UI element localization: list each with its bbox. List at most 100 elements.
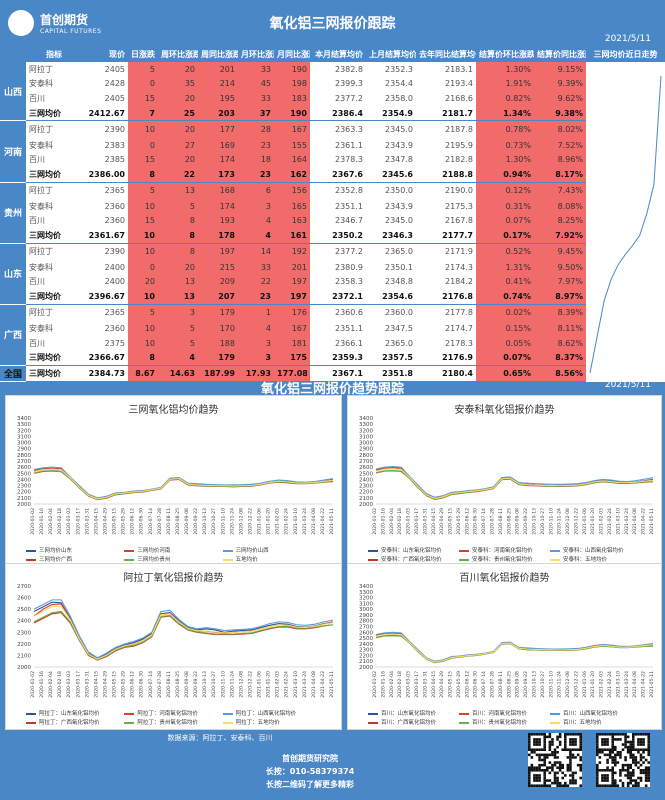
table-cell: 10 [128, 321, 158, 336]
table-cell: 2187.8 [445, 125, 473, 135]
region-label: 山西 [0, 62, 26, 122]
table-cell: 2365.0 [385, 338, 413, 348]
table-cell: 197 [274, 274, 310, 290]
column-header: 三网均价近日走势 [586, 46, 665, 62]
table-cell: 7.97% [534, 274, 586, 290]
y-tick-label: 3300 [359, 422, 373, 428]
y-tick-label: 2800 [359, 619, 373, 625]
legend-item: 安泰科：贵州氧化铝均价 [459, 555, 533, 563]
table-cell: 168 [198, 182, 238, 199]
legend-item: 阿拉丁：山西氧化铝均价 [222, 709, 296, 717]
table-cell: 2358.0 [385, 93, 413, 103]
y-tick-label: 2500 [359, 636, 373, 642]
series-line [375, 633, 654, 663]
y-tick-label: 2600 [359, 465, 373, 471]
x-tick-label: 2020-07-14 [481, 508, 487, 535]
x-tick-label: 2020-12-08 [238, 508, 244, 535]
x-tick-label: 2021-04-08 [632, 671, 638, 698]
series-line [375, 631, 654, 662]
table-cell: 197 [198, 243, 238, 260]
legend-label: 安泰科：山东氧化铝均价 [381, 548, 442, 554]
x-tick-label: 2020-10-27 [540, 671, 546, 698]
table-cell: 164 [274, 152, 310, 167]
table-cell: 2400 [104, 262, 125, 272]
legend-swatch [124, 549, 135, 552]
x-tick-label: 2020-11-10 [220, 671, 226, 698]
table-cell: 1.91% [476, 76, 534, 92]
legend-label: 三网均价山东 [39, 548, 73, 554]
chart-legend: 百川：山东氧化铝均价 百川：河南氧化铝均价 百川：山西氧化铝均价 百川：广西氧化铝均价… [348, 709, 661, 729]
table-cell: 2412.67 [82, 105, 128, 122]
chart-panel-sanwang: 三网氧化铝均价趋势 2000 2100 2200 2300 2400 2500 2600 270… [5, 395, 342, 567]
table-cell: 20 [158, 120, 198, 138]
y-tick-label: 2200 [17, 490, 31, 496]
x-tick-label: 2021-04-22 [320, 671, 326, 698]
row-label: 安泰科 [29, 323, 53, 333]
legend-label: 安泰科：贵州氧化铝均价 [472, 557, 533, 563]
table-cell: 190 [274, 62, 310, 77]
legend-swatch [124, 712, 135, 715]
table-cell: 10 [128, 120, 158, 138]
table-cell: 181 [274, 335, 310, 351]
table-row: 山西 阿拉丁 2405 5 20 201 33 190 2382.8 2352.3 2183.1 1.… [0, 62, 665, 381]
y-tick-label: 2300 [359, 484, 373, 490]
table-cell: 2345.6 [366, 166, 416, 183]
table-cell: 197 [274, 289, 310, 305]
x-tick-label: 2020-09-08 [184, 508, 190, 535]
row-label: 三网均价 [26, 228, 82, 244]
series-line [375, 465, 654, 498]
x-tick-label: 2020-08-11 [166, 671, 172, 698]
x-tick-label: 2021-01-20 [266, 508, 272, 535]
table-cell: 2365.0 [385, 247, 413, 257]
x-tick-label: 2020-01-16 [380, 508, 386, 535]
legend-item: 安泰科：广西氧化铝均价 [368, 555, 442, 563]
table-cell: 2190.0 [445, 186, 473, 196]
brand-logo: 首创期货 CAPITAL FUTURES [6, 6, 116, 40]
table-cell: 13 [158, 289, 198, 305]
x-tick-label: 2020-06-30 [473, 508, 479, 535]
row-label: 安泰科 [29, 262, 53, 272]
logo-mark-icon [8, 10, 34, 36]
legend-swatch [368, 558, 378, 561]
table-cell: 8.62% [534, 335, 586, 351]
x-tick-label: 2020-06-12 [464, 508, 470, 535]
qr-code-app-icon[interactable] [596, 733, 650, 787]
x-tick-label: 2020-09-22 [523, 671, 529, 698]
column-header: 月环比涨跌 [238, 46, 274, 62]
x-tick-label: 2020-05-15 [112, 508, 118, 535]
table-cell: 2350.1 [385, 262, 413, 272]
table-cell: 1.31% [476, 259, 534, 275]
table-cell: 5 [158, 321, 198, 336]
x-tick-label: 2020-08-11 [498, 671, 504, 698]
x-tick-label: 2020-04-29 [102, 671, 108, 698]
legend-label: 三网均价山西 [235, 548, 269, 554]
row-label: 阿拉丁 [29, 247, 53, 257]
x-tick-label: 2020-12-08 [565, 508, 571, 535]
y-tick-label: 2600 [17, 465, 31, 471]
table-cell: 9.50% [534, 259, 586, 275]
qr-code-wechat-icon[interactable] [528, 733, 582, 787]
legend-swatch [459, 721, 469, 724]
y-tick-label: 2100 [359, 496, 373, 502]
legend-item: 百川：贵州氧化铝均价 [459, 718, 527, 726]
table-cell: 15 [128, 152, 158, 167]
x-tick-label: 2021-01-06 [257, 508, 263, 535]
x-tick-label: 2020-03-17 [75, 508, 81, 535]
x-tick-label: 2020-05-15 [448, 508, 454, 535]
legend-label: 阿拉丁：河南氧化铝均价 [137, 711, 198, 717]
x-tick-label: 2020-04-15 [431, 671, 437, 698]
y-tick-label: 2700 [17, 584, 31, 590]
legend-item: 百川：河南氧化铝均价 [459, 709, 527, 717]
table-cell: 209 [198, 274, 238, 290]
x-tick-label: 2020-09-22 [523, 508, 529, 535]
legend-item: 三网均价山东 [26, 546, 72, 554]
table-cell: 10 [128, 228, 158, 244]
series-line [375, 633, 654, 663]
region-label: 全国 [0, 365, 26, 382]
table-cell: 173 [198, 166, 238, 183]
table-cell: 163 [274, 213, 310, 229]
table-cell: 2360 [104, 201, 125, 211]
legend-label: 三网均价广西 [39, 557, 73, 563]
table-cell: 0.15% [476, 321, 534, 336]
y-tick-label: 2900 [17, 447, 31, 453]
